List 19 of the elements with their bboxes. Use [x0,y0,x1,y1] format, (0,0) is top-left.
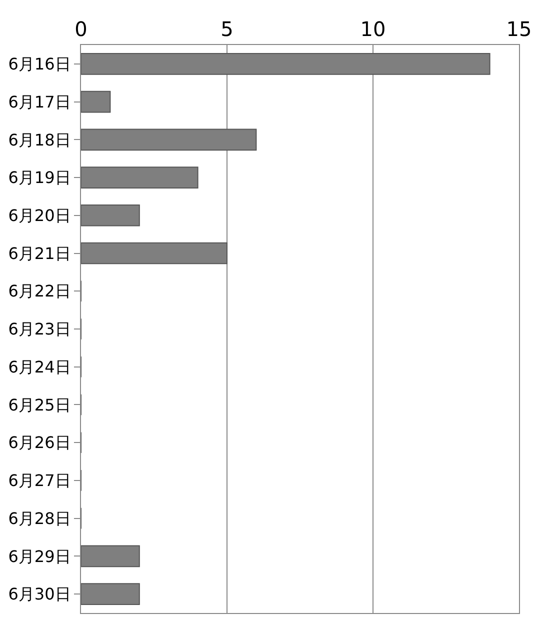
y-tick-label: 6月19日 [8,168,71,188]
y-tick-label: 6月17日 [8,92,71,112]
y-tick-label: 6月29日 [8,546,71,566]
y-tick-label: 6月18日 [8,130,71,150]
y-tick-label: 6月26日 [8,433,71,452]
y-tick-label: 6月20日 [8,206,71,225]
y-tick-label: 6月30日 [8,584,71,604]
x-tick-label: 10 [360,17,386,41]
y-tick-label: 6月23日 [8,320,71,339]
y-tick-label: 6月27日 [8,471,71,490]
y-tick-label: 6月28日 [8,508,71,528]
y-tick-label: 6月24日 [8,357,71,376]
y-tick-label: 6月22日 [8,282,71,301]
x-tick-label: 15 [506,17,532,41]
x-tick-label: 0 [74,17,88,41]
y-tick-label: 6月16日 [8,54,71,74]
y-tick-label: 6月25日 [8,395,71,414]
x-tick-label: 5 [220,17,234,41]
y-tick-label: 6月21日 [8,244,71,263]
